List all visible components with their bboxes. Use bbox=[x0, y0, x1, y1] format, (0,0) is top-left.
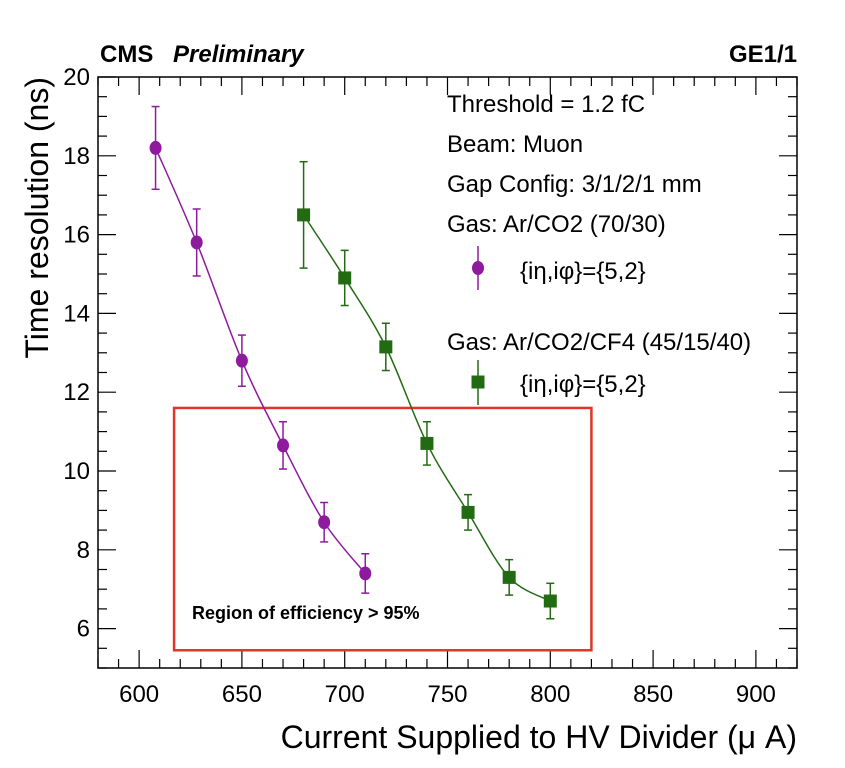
x-tick-label: 900 bbox=[736, 681, 776, 708]
x-tick-label: 700 bbox=[325, 681, 365, 708]
data-point bbox=[277, 438, 290, 453]
data-point bbox=[359, 566, 372, 581]
y-axis-title: Time resolution (ns) bbox=[19, 77, 55, 359]
data-point bbox=[420, 436, 434, 450]
y-tick-label: 20 bbox=[63, 64, 90, 91]
x-tick-label: 800 bbox=[530, 681, 570, 708]
gap-config-label: Gap Config: 3/1/2/1 mm bbox=[447, 171, 702, 198]
beam-label: Beam: Muon bbox=[447, 131, 583, 158]
legend-series-1-label: {iη,iφ}={5,2} bbox=[520, 258, 646, 285]
y-tick-label: 10 bbox=[63, 458, 90, 485]
data-point bbox=[461, 505, 475, 519]
legend-marker-square bbox=[471, 375, 485, 389]
axis-ticks bbox=[97, 76, 798, 669]
data-point bbox=[318, 515, 331, 530]
series-1 bbox=[149, 105, 372, 594]
legend-series-1-name: Gas: Ar/CO2 (70/30) bbox=[447, 211, 666, 238]
x-tick-label: 750 bbox=[427, 681, 467, 708]
data-point bbox=[379, 340, 393, 354]
x-axis-title: Current Supplied to HV Divider (μ A) bbox=[281, 719, 797, 755]
legend-series-2-label: {iη,iφ}={5,2} bbox=[520, 371, 646, 398]
data-point bbox=[543, 594, 557, 608]
y-tick-labels: 6 8 10 12 14 16 18 20 bbox=[63, 64, 90, 643]
data-point bbox=[149, 140, 162, 155]
data-point bbox=[190, 235, 203, 250]
series-layer bbox=[149, 105, 557, 620]
y-tick-label: 6 bbox=[77, 616, 90, 643]
y-tick-label: 12 bbox=[63, 379, 90, 406]
data-point bbox=[297, 208, 311, 222]
preliminary-label: Preliminary bbox=[173, 41, 305, 68]
x-tick-label: 850 bbox=[633, 681, 673, 708]
experiment-label: CMS bbox=[100, 41, 153, 68]
y-tick-label: 14 bbox=[63, 300, 90, 327]
x-tick-label: 650 bbox=[222, 681, 262, 708]
plot-frame bbox=[97, 76, 798, 669]
y-tick-label: 8 bbox=[77, 537, 90, 564]
legend-marker-series-2 bbox=[471, 360, 485, 405]
data-point bbox=[235, 353, 248, 368]
y-tick-label: 18 bbox=[63, 143, 90, 170]
data-point bbox=[338, 271, 352, 285]
data-point bbox=[502, 570, 516, 584]
series-1-fit-line bbox=[154, 147, 366, 574]
x-tick-label: 600 bbox=[119, 681, 159, 708]
y-tick-label: 16 bbox=[63, 222, 90, 249]
efficiency-region-label: Region of efficiency > 95% bbox=[192, 603, 420, 623]
legend-marker-circle bbox=[472, 261, 484, 275]
x-tick-labels: 600 650 700 750 800 850 900 bbox=[119, 681, 776, 708]
legend-series-2-name: Gas: Ar/CO2/CF4 (45/15/40) bbox=[447, 329, 751, 356]
threshold-label: Threshold = 1.2 fC bbox=[447, 91, 645, 118]
efficiency-region-box bbox=[172, 406, 593, 652]
series-2 bbox=[297, 160, 557, 620]
legend-marker-series-1 bbox=[472, 246, 484, 290]
detector-label: GE1/1 bbox=[729, 41, 797, 68]
